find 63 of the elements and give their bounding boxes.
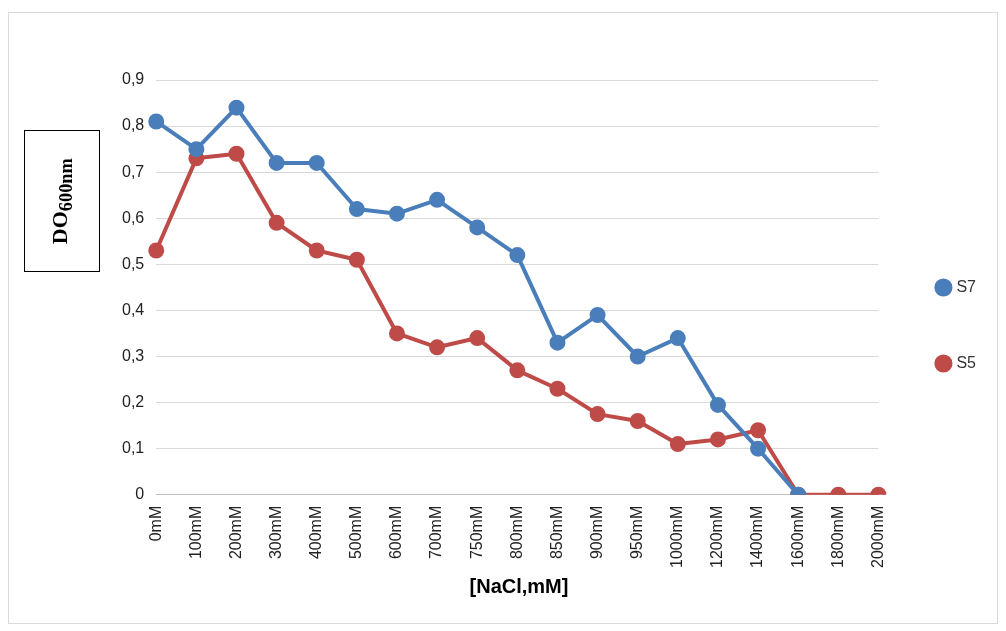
point [589,406,606,423]
x-tick-label: 750mM [467,505,485,560]
point [268,154,285,171]
y-tick-label: 0 [135,485,145,503]
x-tick-label: 1200mM [708,505,726,568]
y-tick-label: 0,6 [121,208,145,226]
legend-label: S7 [956,277,977,295]
x-tick-label: 200mM [226,505,244,560]
point [388,325,405,342]
point [308,242,325,259]
x-tick-label: 100mM [186,505,204,560]
y-tick-label: 0,8 [121,116,145,134]
x-axis-title: [NaCl,mM] [468,575,570,598]
x-tick-label: 1600mM [788,505,806,568]
point [308,154,325,171]
point [348,251,365,268]
point [629,348,646,365]
x-tick-label: 500mM [347,505,365,560]
point [228,99,245,116]
x-tick-label: 1800mM [828,505,846,568]
point [268,214,285,231]
y-tick-label: 0,5 [121,254,145,272]
point [388,205,405,222]
y-tick-label: 0,2 [121,392,145,410]
point [348,201,365,218]
y-tick-label: 0,3 [121,346,145,364]
y-tick-label: 0,1 [121,439,145,457]
point [750,422,767,439]
x-tick-label: 950mM [628,505,646,560]
point [469,219,486,236]
x-tick-label: 800mM [507,505,525,560]
point [188,141,205,158]
y-tick-label: 0,7 [121,162,145,180]
point [148,113,165,130]
x-tick-label: 850mM [547,505,565,560]
point [469,330,486,347]
x-tick-label: 700mM [427,505,445,560]
point [669,436,686,453]
y-tick-label: 0,9 [121,70,145,88]
point [709,396,726,413]
x-tick-label: 600mM [387,505,405,560]
legend-label: S5 [956,353,977,371]
x-tick-label: 300mM [267,505,285,560]
point [228,145,245,162]
point [549,380,566,397]
x-tick-label: 1000mM [668,505,686,568]
x-tick-label: 1400mM [748,505,766,568]
x-tick-label: 0mM [146,505,164,542]
point [148,242,165,259]
x-tick-label: 400mM [307,505,325,560]
point [589,307,606,324]
x-tick-label: 2000mM [868,505,886,568]
point [509,247,526,264]
point [429,191,446,208]
y-tick-label: 0,4 [121,300,145,318]
point [669,330,686,347]
point [709,431,726,448]
point [509,362,526,379]
point [629,413,646,430]
point [429,339,446,356]
point [549,334,566,351]
x-tick-label: 900mM [587,505,605,560]
point [750,440,767,457]
